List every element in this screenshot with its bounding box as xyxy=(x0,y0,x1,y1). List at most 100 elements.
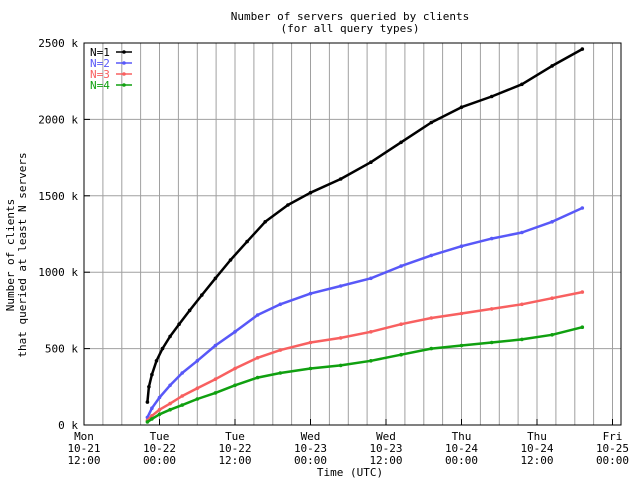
x-tick-label: 10-24 xyxy=(520,442,553,455)
series-point xyxy=(195,386,200,391)
y-tick-label: 0 k xyxy=(58,419,78,432)
grid xyxy=(84,43,621,425)
x-tick-label: 10-23 xyxy=(294,442,327,455)
x-tick-label: Thu xyxy=(452,430,472,443)
y-tick-label: 1500 k xyxy=(38,190,78,203)
series-point xyxy=(580,206,585,210)
x-tick-label: 10-21 xyxy=(67,442,100,455)
x-tick-label: 12:00 xyxy=(369,454,402,467)
series-point xyxy=(399,352,403,357)
series-point xyxy=(255,375,260,380)
plot-frame xyxy=(83,42,622,426)
series-point xyxy=(180,371,184,375)
series-point xyxy=(489,340,494,345)
series-point xyxy=(150,406,154,411)
series-point xyxy=(580,325,585,330)
series-point xyxy=(520,337,524,342)
series-point xyxy=(168,383,172,388)
x-tick-label: Tue xyxy=(225,430,245,443)
series-line xyxy=(146,290,583,422)
series-point xyxy=(308,190,313,195)
legend-label: N=1 xyxy=(90,46,110,59)
series-point xyxy=(150,372,154,377)
x-tick-label: 00:00 xyxy=(445,454,478,467)
x-tick-label: 12:00 xyxy=(67,454,100,467)
series-point xyxy=(338,363,343,368)
series-point xyxy=(145,400,150,404)
x-axis-label: Time (UTC) xyxy=(317,466,383,479)
series-point xyxy=(459,311,464,316)
series-point xyxy=(399,264,403,268)
series-point xyxy=(157,395,162,400)
series-line xyxy=(146,325,583,423)
x-tick-label: Mon xyxy=(74,430,94,443)
x-tick-label: Tue xyxy=(150,430,170,443)
legend-marker xyxy=(122,72,126,76)
legend-marker xyxy=(122,50,126,54)
series-point xyxy=(580,290,585,294)
x-tick-label: Fri xyxy=(603,430,623,443)
series-point xyxy=(308,340,313,345)
series-point xyxy=(520,302,524,307)
series-point xyxy=(157,412,162,417)
series-point xyxy=(233,330,237,334)
series-point xyxy=(228,258,233,262)
series-point xyxy=(150,414,154,418)
series-point xyxy=(369,276,373,281)
series-point xyxy=(233,366,237,371)
series-point xyxy=(160,346,165,351)
series-point xyxy=(369,359,373,363)
y-tick-label: 2500 k xyxy=(38,37,78,50)
series-point xyxy=(195,359,200,363)
legend-label: N=3 xyxy=(90,68,110,81)
series-point xyxy=(278,348,283,352)
axis-ticks: 0 k 500 k 1000 k 1500 k 2000 k 2500 k Mon10-21… xyxy=(38,37,629,467)
series-point xyxy=(263,220,268,224)
x-tick-label: 00:00 xyxy=(143,454,176,467)
series-point xyxy=(147,385,151,389)
series-point xyxy=(180,394,184,398)
series-point xyxy=(399,322,403,327)
series-point xyxy=(195,397,200,401)
series-point xyxy=(150,417,154,421)
y-tick-label: 1000 k xyxy=(38,266,78,279)
series-point xyxy=(399,140,403,145)
series-point xyxy=(168,401,172,406)
series-point xyxy=(245,239,249,244)
series-point xyxy=(278,302,283,307)
series-point xyxy=(550,333,554,337)
x-tick-label: 10-22 xyxy=(143,442,176,455)
series-point xyxy=(429,346,434,351)
series-point xyxy=(429,316,434,320)
y-axis-label-group: Number of clients that queried at least … xyxy=(4,152,29,357)
legend-marker xyxy=(122,83,126,87)
series-line xyxy=(146,48,583,403)
y-tick-label: 500 k xyxy=(45,343,78,356)
series-point xyxy=(338,284,343,288)
x-tick-label: Wed xyxy=(301,430,321,443)
series-point xyxy=(550,220,554,224)
series-point xyxy=(369,160,373,164)
series-point xyxy=(168,407,172,412)
series-point xyxy=(459,105,464,109)
x-tick-label: 10-25 xyxy=(596,442,629,455)
y-axis-label-line1: Number of clients xyxy=(4,199,17,312)
x-tick-label: 10-22 xyxy=(218,442,251,455)
series-point xyxy=(213,377,218,382)
series-point xyxy=(213,276,218,281)
series-point xyxy=(459,244,464,248)
series-point xyxy=(308,291,313,296)
series-point xyxy=(168,334,172,339)
series-point xyxy=(489,236,494,241)
series-point xyxy=(145,420,150,424)
series-point xyxy=(187,308,192,313)
legend-marker xyxy=(122,61,126,65)
series-point xyxy=(429,253,434,258)
x-tick-label: Wed xyxy=(376,430,396,443)
x-tick-label: 12:00 xyxy=(520,454,553,467)
y-tick-label: 2000 k xyxy=(38,113,78,126)
x-tick-label: 00:00 xyxy=(596,454,629,467)
